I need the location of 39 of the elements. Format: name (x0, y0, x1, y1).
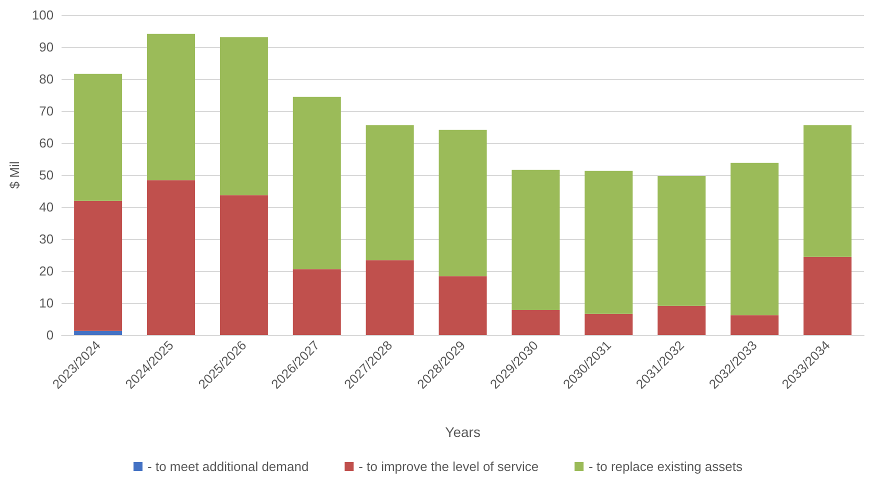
bar (366, 260, 414, 335)
bar (730, 162, 779, 316)
bar (658, 306, 706, 335)
bar (366, 125, 414, 260)
bar (147, 180, 196, 335)
bar (74, 200, 122, 331)
y-tick-label: 40 (39, 200, 54, 214)
bar (74, 330, 122, 335)
bar (220, 37, 268, 196)
bar (292, 269, 341, 335)
bar (658, 176, 706, 306)
bar (584, 170, 633, 314)
bar (147, 34, 196, 180)
y-tick-label: 20 (39, 264, 54, 278)
y-tick-label: 80 (39, 72, 54, 86)
y-tick-label: 60 (39, 136, 54, 150)
legend-label: - to meet additional demand (148, 459, 309, 474)
bar (220, 195, 268, 335)
y-tick-label: 10 (39, 296, 54, 310)
y-axis-title: $ Mil (7, 161, 22, 189)
y-tick-label: 50 (39, 168, 54, 182)
bar (292, 96, 341, 270)
bar (438, 130, 487, 276)
bar (730, 315, 779, 335)
x-axis-title: Years (445, 424, 480, 440)
legend-label: - to improve the level of service (358, 459, 539, 474)
y-tick-label: 100 (32, 8, 54, 22)
y-tick-label: 90 (39, 40, 54, 54)
legend-label: - to replace existing assets (588, 459, 743, 474)
bar (438, 276, 487, 335)
y-tick-label: 30 (39, 232, 54, 246)
bar (512, 310, 560, 335)
y-tick-label: 0 (46, 328, 54, 342)
bar (804, 125, 852, 257)
bar (512, 170, 560, 310)
bar (74, 74, 122, 201)
bar (584, 314, 633, 335)
bar (804, 256, 852, 335)
y-tick-label: 70 (39, 104, 54, 118)
